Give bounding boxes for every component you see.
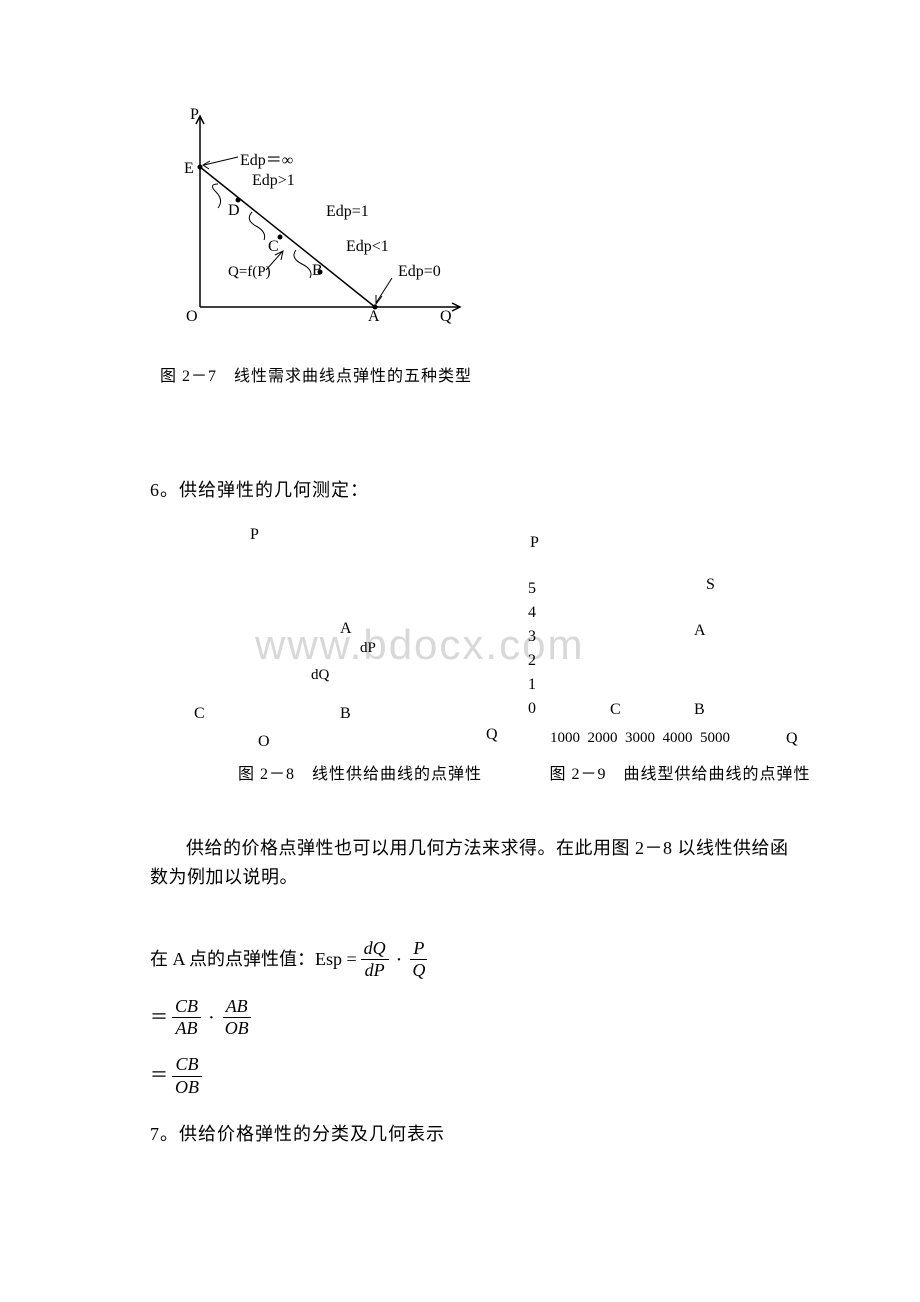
figure-2-7: P E D C B A O Q Edp＝∞ Edp>1 Edp=1 Edp<1 … xyxy=(190,112,510,342)
fig2-c: C xyxy=(194,705,205,723)
fraction-cb-ab: CB AB xyxy=(172,996,201,1040)
point-b: B xyxy=(312,262,323,280)
fig2-b: B xyxy=(340,705,351,723)
point-c: C xyxy=(268,238,279,256)
fig3-c: C xyxy=(610,701,621,719)
figure-2-8: P A dP dQ C B O Q 图 2－8 线性供给曲线的点弹性 xyxy=(190,522,530,792)
figure-2-8-caption: 图 2－8 线性供给曲线的点弹性 xyxy=(190,760,530,784)
point-e: E xyxy=(184,160,194,178)
fig2-q: Q xyxy=(486,726,498,744)
fig3-x5: 5000 xyxy=(700,730,730,746)
fig3-x2: 2000 xyxy=(588,730,618,746)
fig3-b: B xyxy=(694,701,705,719)
fig3-y4: 4 xyxy=(528,604,536,622)
fig2-o: O xyxy=(258,733,270,751)
fig3-x1: 1000 xyxy=(550,730,580,746)
fig2-dq: dQ xyxy=(311,667,329,684)
fig2-a: A xyxy=(340,620,352,638)
fig3-s: S xyxy=(706,576,715,594)
figure-2-9: P 5 4 3 2 1 0 S A C B Q 1000 2000 3000 4… xyxy=(520,522,840,792)
edp-inf: Edp＝∞ xyxy=(240,146,293,170)
fig3-y3: 3 xyxy=(528,628,536,646)
fig3-y1: 1 xyxy=(528,676,536,694)
qfp-label: Q=f(P) xyxy=(228,264,271,281)
body-paragraph: 供给的价格点弹性也可以用几何方法来求得。在此用图 2－8 以线性供给函数为例加以… xyxy=(150,834,790,892)
fig3-y5: 5 xyxy=(528,580,536,598)
axis-label-p: P xyxy=(190,106,199,124)
axis-label-q: Q xyxy=(440,308,452,326)
origin-o: O xyxy=(186,308,198,326)
edp-lt1: Edp<1 xyxy=(346,238,389,256)
fraction-dq-dp: dQ dP xyxy=(361,938,389,982)
section-7-heading: 7。供给价格弹性的分类及几何表示 xyxy=(150,1120,920,1146)
point-a: A xyxy=(368,308,380,326)
edp-eq1: Edp=1 xyxy=(326,203,369,221)
fig3-q: Q xyxy=(786,730,798,748)
fig3-x4: 4000 xyxy=(663,730,693,746)
fraction-ab-ob: AB OB xyxy=(222,996,252,1040)
figure-2-9-caption: 图 2－9 曲线型供给曲线的点弹性 xyxy=(520,760,840,784)
fraction-p-q: P Q xyxy=(409,938,428,982)
section-6-heading: 6。供给弹性的几何测定： xyxy=(150,476,920,502)
edp-0: Edp=0 xyxy=(398,263,441,281)
fig3-y0: 0 xyxy=(528,700,536,718)
fig3-y2: 2 xyxy=(528,652,536,670)
fig3-x3: 3000 xyxy=(625,730,655,746)
point-d: D xyxy=(228,202,240,220)
formula-block: 在 A 点的点弹性值：Esp = dQ dP · P Q ＝ CB AB · A… xyxy=(150,938,920,1099)
figure-2-7-caption: 图 2－7 线性需求曲线点弹性的五种类型 xyxy=(160,362,920,386)
fig3-p: P xyxy=(530,534,539,552)
fig2-p: P xyxy=(250,526,259,544)
fraction-cb-ob: CB OB xyxy=(172,1054,202,1098)
fig3-a: A xyxy=(694,622,706,640)
fig2-dp: dP xyxy=(360,640,376,657)
edp-gt1: Edp>1 xyxy=(252,172,295,190)
formula-intro: 在 A 点的点弹性值：Esp = xyxy=(150,940,357,980)
